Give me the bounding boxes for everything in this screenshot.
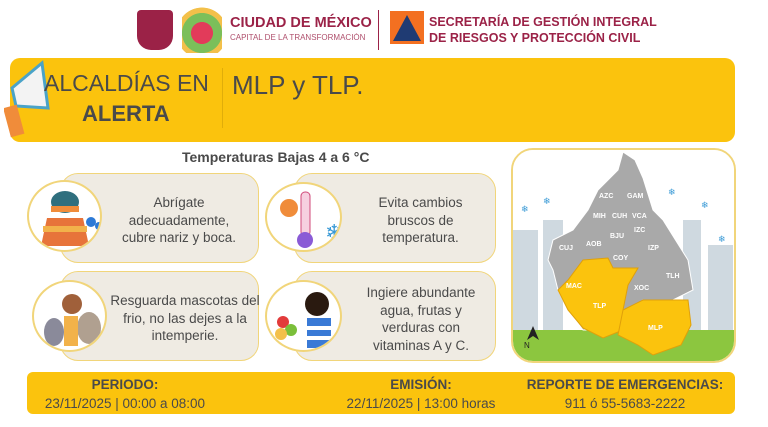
period-label: PERIODO: — [91, 377, 159, 392]
period-value: 23/11/2025 | 00:00 a 08:00 — [44, 396, 206, 411]
map-label: IZC — [634, 227, 645, 234]
recommendation-text: Resguarda mascotas del frio, no las deje… — [110, 293, 260, 343]
pets-icon — [32, 280, 107, 352]
svg-text:❄: ❄ — [521, 204, 529, 214]
secretariat-name: SECRETARÍA DE GESTIÓN INTEGRAL DE RIESGO… — [429, 14, 657, 46]
temperature-title: Temperaturas Bajas 4 a 6 °C — [182, 149, 370, 165]
megaphone-icon — [3, 48, 52, 143]
emission-info: EMISIÓN: 22/11/2025 | 13:00 horas — [326, 375, 516, 413]
recommendation-text: Evita cambios bruscos de temperatura. — [378, 195, 463, 245]
map-label: TLH — [666, 273, 680, 280]
north-arrow-icon — [527, 326, 539, 340]
city-name: CIUDAD DE MÉXICO — [230, 15, 372, 31]
north-label: N — [524, 341, 530, 350]
divider — [222, 68, 223, 128]
city-tagline: CAPITAL DE LA TRANSFORMACIÓN — [230, 33, 366, 42]
emergency-label: REPORTE DE EMERGENCIAS: — [526, 377, 724, 392]
emergency-info: REPORTE DE EMERGENCIAS: 911 ó 55-5683-22… — [520, 375, 730, 413]
thermometer-icon: ❄ — [265, 182, 342, 252]
svg-text:❄: ❄ — [718, 234, 726, 244]
svg-text:❄: ❄ — [668, 187, 676, 197]
footer-bar — [27, 372, 735, 414]
map-label: MLP — [648, 325, 663, 332]
water-fruits-icon — [265, 280, 342, 352]
emergency-phone: 911 ó 55-5683-2222 — [564, 396, 686, 411]
map-label: VCA — [632, 213, 647, 220]
alert-banner — [10, 58, 735, 142]
period-info: PERIODO: 23/11/2025 | 00:00 a 08:00 — [30, 375, 220, 413]
divider — [378, 10, 379, 50]
svg-text:❄: ❄ — [701, 200, 709, 210]
map-label: MIH — [593, 213, 606, 220]
svg-text:❄: ❄ — [543, 196, 551, 206]
map-label: AOB — [586, 241, 602, 248]
recommendation-text: Ingiere abundante agua, frutas y verdura… — [366, 285, 476, 353]
map-region-mlp — [617, 299, 692, 356]
alert-title-line1: ALCALDÍAS EN — [44, 70, 209, 96]
alcaldias-map: AZC GAM MIH CUH VCA IZC BJU CUJ AOB IZP … — [511, 148, 736, 363]
map-label: COY — [613, 255, 629, 262]
cdmx-shield-logo — [137, 10, 173, 50]
secretariat-line1: SECRETARÍA DE GESTIÓN INTEGRAL — [429, 15, 657, 29]
map-label: CUJ — [559, 245, 573, 252]
map-label: AZC — [599, 193, 613, 200]
alert-alcaldias: MLP y TLP. — [232, 70, 364, 100]
map-label: MAC — [566, 283, 582, 290]
alert-title-line2: ALERTA — [82, 101, 170, 126]
map-label: CUH — [612, 213, 627, 220]
map-label: GAM — [627, 193, 644, 200]
map-label: TLP — [593, 303, 607, 310]
map-label: IZP — [648, 245, 659, 252]
map-label: BJU — [610, 233, 624, 240]
emission-label: EMISIÓN: — [390, 377, 452, 392]
map-label: XOC — [634, 285, 649, 292]
recommendation-text: Abrígate adecuadamente, cubre nariz y bo… — [121, 195, 237, 245]
winter-clothes-icon — [27, 180, 102, 252]
cdmx-map-logo — [182, 3, 222, 53]
civil-protection-logo — [390, 11, 424, 44]
secretariat-line2: DE RIESGOS Y PROTECCIÓN CIVIL — [429, 31, 641, 45]
emission-value: 22/11/2025 | 13:00 horas — [346, 396, 496, 411]
